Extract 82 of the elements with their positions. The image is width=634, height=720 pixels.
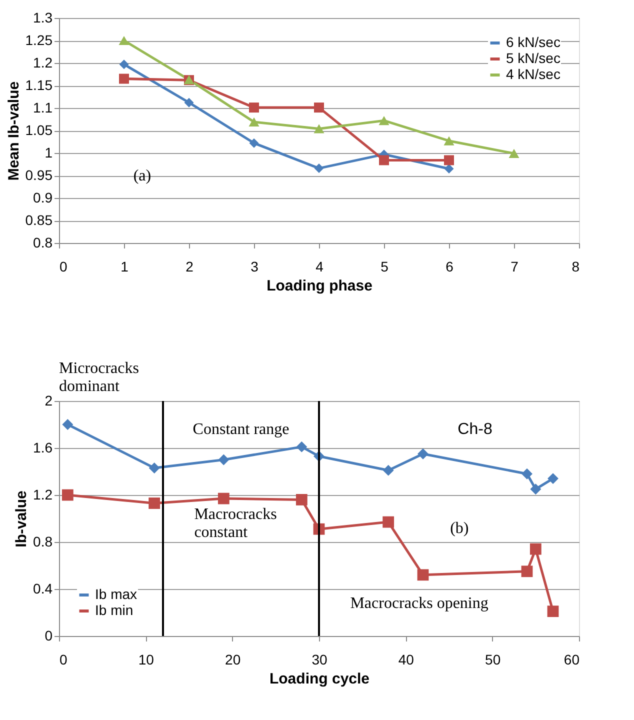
legend-label: 4 kN/sec (506, 66, 560, 82)
y-tick-label: 0.8 (33, 534, 53, 550)
y-tick-label: 1.05 (25, 122, 53, 138)
y-tick-label: 1.2 (33, 486, 53, 502)
point (296, 494, 308, 506)
y-tick-label: 1.1 (33, 100, 53, 116)
y-tick-label: 1.25 (25, 32, 53, 48)
point (62, 489, 74, 501)
x-tick-label: 8 (572, 258, 580, 274)
x-tick-label: 7 (510, 258, 519, 274)
point (249, 138, 259, 148)
x-tick-label: 2 (186, 258, 194, 274)
y-tick-label: 1.2 (33, 54, 53, 70)
point (184, 98, 194, 108)
point (314, 124, 324, 134)
point (118, 36, 130, 46)
x-tick-label: 50 (485, 652, 501, 668)
point (218, 492, 230, 504)
text: Microcracks dominant (59, 360, 139, 396)
x-tick-label: 30 (312, 652, 328, 668)
legend-label: 6 kN/sec (506, 34, 560, 50)
legend-label: Ib min (95, 602, 134, 618)
point (382, 516, 394, 528)
y-axis-title: Mean Ib-value (5, 81, 22, 181)
y-tick-label: 0.85 (25, 212, 53, 228)
point (379, 155, 389, 166)
y-tick-label: 0 (44, 628, 53, 644)
x-tick-label: 40 (398, 652, 414, 668)
annotation: Constant range (192, 421, 290, 438)
x-tick-label: 1 (120, 258, 129, 274)
point (119, 60, 129, 70)
legend-label: Ib max (95, 586, 138, 602)
x-tick-label: 0 (60, 258, 68, 274)
annotation: Macrocracks constant (194, 506, 277, 541)
x-tick-label: 10 (138, 652, 154, 668)
point (417, 569, 429, 581)
y-tick-label: 0.95 (25, 167, 53, 183)
x-tick-label: 60 (564, 652, 580, 668)
y-tick-label: 0.8 (33, 234, 53, 250)
y-tick-label: 1.6 (33, 440, 53, 456)
point (521, 566, 533, 578)
y-tick-label: 0.4 (33, 580, 53, 596)
x-tick-label: 0 (60, 652, 68, 668)
point (444, 155, 454, 166)
x-tick-label: 4 (316, 258, 324, 274)
x-tick-label: 6 (446, 258, 454, 274)
point (508, 148, 520, 158)
y-tick-label: 0.9 (33, 190, 53, 206)
y-tick-label: 1.3 (33, 10, 53, 26)
point (547, 606, 559, 618)
point (418, 448, 428, 460)
point (314, 102, 324, 113)
point (148, 462, 160, 474)
annotation: (a) (133, 168, 152, 184)
point (378, 116, 390, 126)
x-axis-title: Loading cycle (269, 670, 370, 688)
point (249, 102, 259, 113)
point (522, 468, 532, 480)
point (382, 464, 394, 476)
point (248, 117, 260, 126)
x-tick-label: 20 (225, 652, 241, 668)
point (548, 473, 558, 484)
annotation: (b) (450, 520, 469, 537)
x-tick-label: 5 (380, 258, 389, 274)
point (530, 543, 542, 555)
y-axis-title: Ib-value (13, 490, 30, 548)
point (218, 454, 230, 466)
y-tick-label: 2 (44, 392, 53, 408)
x-tick-label: 3 (250, 258, 259, 274)
point (296, 441, 308, 452)
annotation: Macrocracks opening (350, 595, 488, 612)
point (530, 484, 542, 495)
point (314, 164, 324, 174)
y-tick-label: 1 (44, 144, 53, 160)
point (148, 498, 160, 509)
legend-label: 5 kN/sec (506, 50, 560, 66)
y-tick-label: 1.15 (25, 77, 53, 93)
point (62, 419, 74, 430)
point (119, 74, 129, 84)
point (444, 136, 454, 146)
x-axis-title: Loading phase (266, 278, 372, 294)
annotation: Ch-8 (458, 421, 492, 438)
